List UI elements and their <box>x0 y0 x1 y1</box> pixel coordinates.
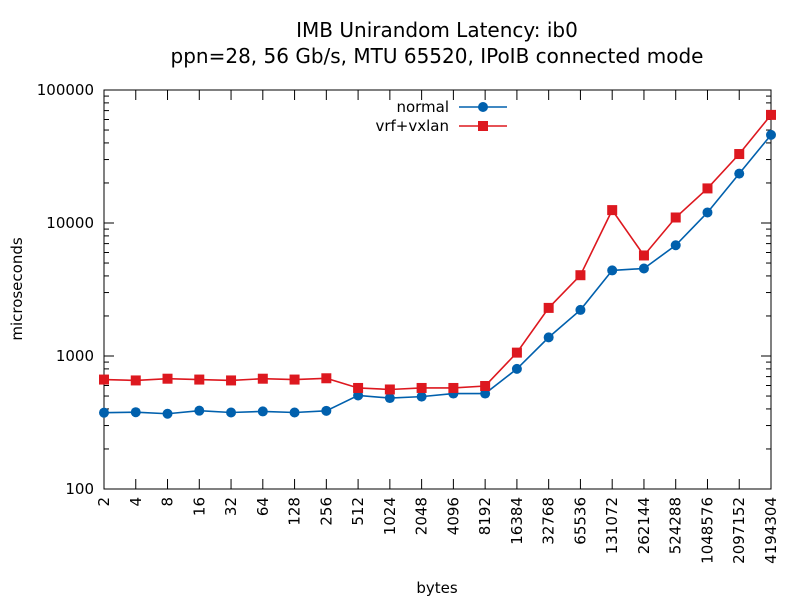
x-tick-label: 65536 <box>571 497 589 545</box>
data-point <box>321 373 332 384</box>
data-point <box>99 374 109 385</box>
data-point <box>734 149 745 160</box>
y-tick-label: 100 <box>65 480 94 498</box>
data-point <box>480 388 491 399</box>
chart-title: IMB Unirandom Latency: ib0 <box>296 18 578 42</box>
axes <box>103 89 772 490</box>
x-tick-label: 8 <box>159 497 177 507</box>
data-point <box>162 408 173 419</box>
x-tick-label: 524288 <box>667 497 685 554</box>
data-point <box>130 407 141 418</box>
x-tick-label: 32 <box>222 497 240 516</box>
data-point <box>480 380 491 391</box>
series-layer <box>99 109 776 419</box>
data-point <box>702 183 713 194</box>
series-line <box>103 114 772 391</box>
data-point <box>257 373 268 384</box>
series-normal <box>99 129 776 419</box>
data-point <box>257 406 268 417</box>
x-tick-label: 16 <box>190 497 208 516</box>
y-tick-label: 10000 <box>46 214 94 232</box>
data-point <box>448 382 459 393</box>
data-point <box>511 347 522 358</box>
x-tick-label: 2048 <box>413 497 431 535</box>
data-point <box>543 332 554 343</box>
data-point <box>575 270 586 281</box>
y-tick-label: 1000 <box>56 347 94 365</box>
x-tick-label: 2 <box>95 497 113 507</box>
data-point <box>162 373 173 384</box>
x-tick-label: 16384 <box>508 497 526 545</box>
x-tick-label: 4 <box>127 497 145 507</box>
data-point <box>416 391 427 402</box>
x-tick-label: 1048576 <box>698 497 716 564</box>
x-tick-label: 32768 <box>540 497 558 545</box>
data-point <box>226 375 237 386</box>
data-point <box>226 407 237 418</box>
x-tick-label: 8192 <box>476 497 494 535</box>
data-point <box>384 393 395 404</box>
x-tick-label: 2097152 <box>730 497 748 564</box>
series-line <box>103 134 772 415</box>
data-point <box>194 405 205 416</box>
data-point <box>99 407 109 418</box>
x-axis-label: bytes <box>416 579 458 597</box>
y-axis-ticks: 100 1000 10000 100000 <box>37 81 771 498</box>
x-tick-label: 1024 <box>381 497 399 535</box>
data-point <box>607 265 618 276</box>
series-vrf-vxlan <box>99 109 776 395</box>
data-point <box>511 363 522 374</box>
data-point <box>130 375 141 386</box>
x-tick-label: 128 <box>286 497 304 526</box>
plot-frame <box>103 89 772 490</box>
legend-label: normal <box>396 98 449 116</box>
x-axis-ticks: 2 4 8 16 32 64 128 256 512 1024 2048 4096 8192 16384 3… <box>95 90 780 564</box>
data-point <box>416 382 427 393</box>
x-tick-label: 512 <box>349 497 367 526</box>
data-point <box>289 374 300 385</box>
data-point <box>670 212 681 223</box>
data-point <box>702 207 713 218</box>
y-axis-label: microseconds <box>8 237 26 341</box>
x-tick-label: 262144 <box>635 497 653 554</box>
data-point <box>670 240 681 251</box>
data-point <box>289 407 300 418</box>
data-point <box>194 374 205 385</box>
legend-marker <box>478 121 488 131</box>
x-tick-label: 131072 <box>603 497 621 554</box>
data-point <box>638 263 649 274</box>
data-point <box>638 250 649 261</box>
data-point <box>575 304 586 315</box>
legend-marker <box>478 102 488 112</box>
data-point <box>766 129 776 140</box>
legend-label: vrf+vxlan <box>375 117 449 135</box>
data-point <box>384 384 395 395</box>
data-point <box>607 205 618 216</box>
data-point <box>734 168 745 179</box>
data-point <box>353 382 364 393</box>
data-point <box>321 405 332 416</box>
data-point <box>766 109 776 120</box>
y-tick-label: 100000 <box>37 81 94 99</box>
x-tick-label: 256 <box>317 497 335 526</box>
x-tick-label: 4194304 <box>762 497 780 564</box>
data-point <box>543 302 554 313</box>
chart-subtitle: ppn=28, 56 Gb/s, MTU 65520, IPoIB connec… <box>171 44 704 68</box>
x-tick-label: 64 <box>254 497 272 516</box>
x-tick-label: 4096 <box>444 497 462 535</box>
